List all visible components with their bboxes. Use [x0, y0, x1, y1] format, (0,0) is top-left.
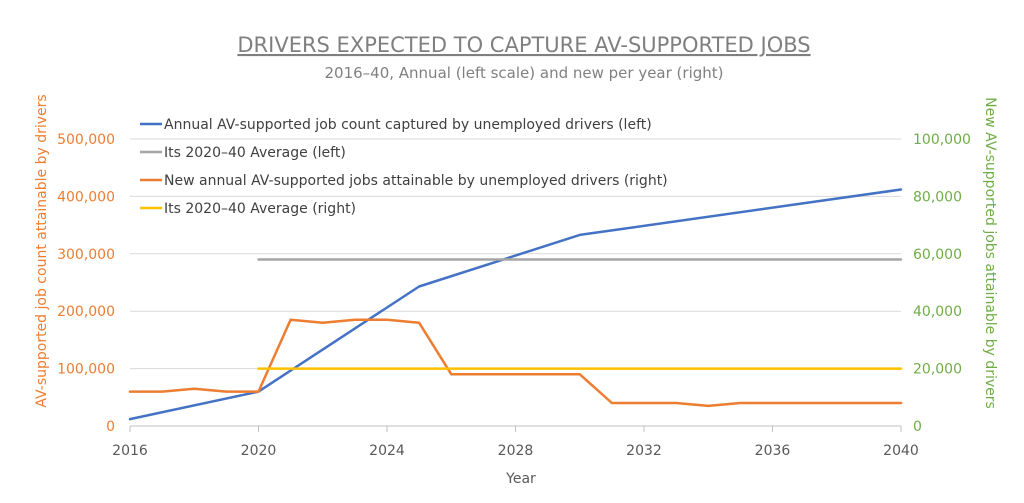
x-tick-label: 2032: [626, 443, 662, 459]
legend-label: Its 2020–40 Average (left): [164, 145, 346, 161]
y-axis-left-ticks: 0 100,000 200,000 300,000 400,000 500,000: [57, 132, 115, 435]
y-right-tick-label: 0: [913, 419, 922, 435]
y-axis-left-label: AV-supported job count attainable by dri…: [34, 94, 50, 407]
legend-item-new-annual-jobs: New annual AV-supported jobs attainable …: [140, 173, 668, 189]
y-left-tick-label: 500,000: [57, 132, 115, 148]
y-left-tick-label: 0: [106, 419, 115, 435]
y-axis-right-ticks: 0 20,000 40,000 60,000 80,000 100,000: [913, 132, 971, 435]
legend-label: Annual AV-supported job count captured b…: [164, 117, 652, 133]
y-right-tick-label: 40,000: [913, 304, 962, 320]
y-left-tick-label: 300,000: [57, 247, 115, 263]
x-tick-label: 2028: [498, 443, 534, 459]
chart-subtitle: 2016–40, Annual (left scale) and new per…: [324, 64, 723, 82]
y-right-tick-label: 80,000: [913, 189, 962, 205]
legend-item-annual-average: Its 2020–40 Average (left): [140, 145, 346, 161]
y-right-tick-label: 60,000: [913, 247, 962, 263]
series-lines: [128, 188, 903, 421]
y-left-tick-label: 100,000: [57, 362, 115, 378]
chart-title: DRIVERS EXPECTED TO CAPTURE AV-SUPPORTED…: [237, 33, 810, 57]
legend: Annual AV-supported job count captured b…: [140, 117, 668, 217]
legend-item-annual-job-count: Annual AV-supported job count captured b…: [140, 117, 652, 133]
legend-label: Its 2020–40 Average (right): [164, 201, 356, 217]
legend-item-new-annual-average: Its 2020–40 Average (right): [140, 201, 356, 217]
y-left-tick-label: 200,000: [57, 304, 115, 320]
x-tick-label: 2020: [241, 443, 277, 459]
line-annual-job-count: [128, 188, 903, 421]
y-right-tick-label: 20,000: [913, 362, 962, 378]
x-axis-ticks: 2016 2020 2024 2028 2032 2036 2040: [112, 426, 919, 459]
x-tick-label: 2016: [112, 443, 148, 459]
y-left-tick-label: 400,000: [57, 189, 115, 205]
legend-label: New annual AV-supported jobs attainable …: [164, 173, 668, 189]
y-axis-right-label: New AV-supported jobs attainable by driv…: [982, 97, 998, 409]
x-axis-label: Year: [505, 471, 536, 487]
x-tick-label: 2036: [755, 443, 791, 459]
line-new-annual-jobs: [128, 318, 903, 408]
x-tick-label: 2024: [369, 443, 405, 459]
y-right-tick-label: 100,000: [913, 132, 971, 148]
x-tick-label: 2040: [883, 443, 919, 459]
